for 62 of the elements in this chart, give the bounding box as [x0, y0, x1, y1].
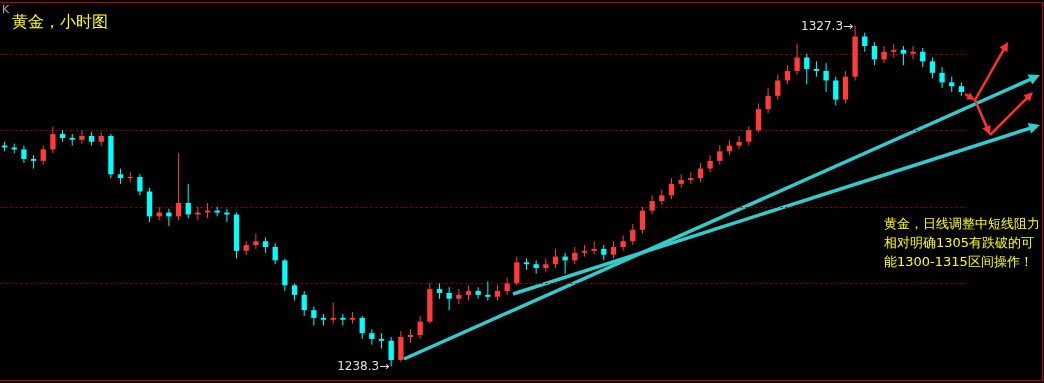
- candlestick: [369, 328, 375, 346]
- candlestick: [137, 173, 143, 196]
- candlestick: [862, 32, 868, 53]
- candlestick: [340, 313, 346, 326]
- annotation: K: [2, 3, 10, 16]
- candlestick: [359, 315, 365, 340]
- candlestick: [311, 305, 317, 326]
- candlestick: [736, 135, 742, 150]
- candlestick: [746, 125, 752, 147]
- candlestick: [591, 240, 597, 256]
- candlestick: [707, 154, 713, 173]
- candlestick: [668, 177, 675, 200]
- candlestick: [649, 194, 655, 215]
- annotation: 1327.3→: [801, 18, 854, 33]
- candlestick: [823, 62, 829, 93]
- candlestick: [398, 330, 404, 363]
- candlestick: [581, 244, 588, 258]
- annotation: 1238.3→: [337, 359, 390, 374]
- candlestick: [523, 257, 530, 271]
- text: 黄金，小时图: [12, 12, 108, 31]
- candlestick: [69, 133, 75, 147]
- candlestick: [639, 206, 646, 235]
- candlestick: [630, 223, 636, 246]
- candlestick: [40, 145, 46, 166]
- candlestick: [166, 208, 172, 227]
- candlestick: [765, 87, 771, 114]
- candlestick: [900, 45, 907, 66]
- candlestick: [330, 302, 336, 325]
- candlestick: [794, 43, 800, 76]
- candlestick: [717, 145, 723, 166]
- candlestick: [842, 70, 849, 104]
- candlestick: [185, 183, 191, 219]
- candlestick: [939, 66, 945, 89]
- candlestick: [30, 154, 37, 170]
- annotation: 黄金，日线调整中短线阻力相对明确1305有跌破的可能1300-1315区间操作！: [884, 216, 1040, 269]
- candlestick: [688, 171, 694, 185]
- candlestick: [804, 53, 810, 85]
- candlestick: [388, 336, 394, 367]
- candlestick: [620, 235, 626, 252]
- candlestick: [871, 41, 878, 66]
- candlestick: [407, 328, 414, 344]
- candlestick: [813, 60, 820, 78]
- candlestick: [514, 256, 520, 286]
- candlestick: [485, 280, 491, 302]
- candlestick: [349, 311, 356, 325]
- candlestick: [253, 233, 259, 250]
- candlestick: [881, 45, 887, 64]
- candlestick: [301, 290, 307, 317]
- candlestick: [272, 242, 278, 265]
- candlestick: [833, 76, 839, 106]
- candlestick: [417, 315, 423, 340]
- candlestick: [929, 57, 936, 80]
- candlestick: [910, 45, 916, 60]
- candlestick: [50, 125, 56, 154]
- candlestick: [79, 129, 85, 145]
- candlestick: [175, 152, 182, 221]
- candlestick: [775, 74, 781, 101]
- candlestick: [562, 252, 568, 275]
- candlestick: [755, 102, 762, 133]
- candlestick: [446, 286, 452, 311]
- candlestick: [891, 43, 897, 59]
- candlestick: [678, 173, 684, 189]
